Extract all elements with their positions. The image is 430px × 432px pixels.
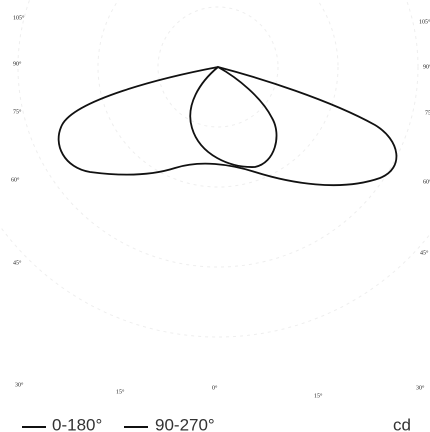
angle-label: 30° (15, 381, 24, 388)
grid-circle (17, 0, 419, 268)
angle-label: 30° (416, 384, 425, 391)
angle-label: 105° (419, 18, 430, 25)
angle-label: 0° (212, 384, 218, 391)
curve-0-180 (57, 66, 398, 187)
angle-label: 60° (11, 176, 20, 183)
grid-circle (157, 6, 279, 128)
angle-label: 90° (13, 60, 22, 67)
grid-circle (0, 225, 430, 338)
angle-label: 45° (13, 259, 22, 266)
angle-label: 75° (13, 108, 22, 115)
angle-label: 45° (420, 249, 429, 256)
angle-label: 15° (116, 388, 125, 395)
curve-90-270 (189, 65, 278, 168)
legend-label: 90-270° (155, 415, 215, 432)
angle-label: 90° (423, 63, 430, 70)
legend-label: 0-180° (52, 415, 102, 432)
angle-label: 15° (314, 392, 323, 399)
grid-circle (97, 0, 339, 188)
polar-grid (0, 0, 430, 338)
unit-label: cd (393, 415, 411, 432)
angle-label: 60° (423, 178, 430, 185)
angle-label: 105° (13, 14, 25, 21)
angle-label: 75° (425, 109, 430, 116)
